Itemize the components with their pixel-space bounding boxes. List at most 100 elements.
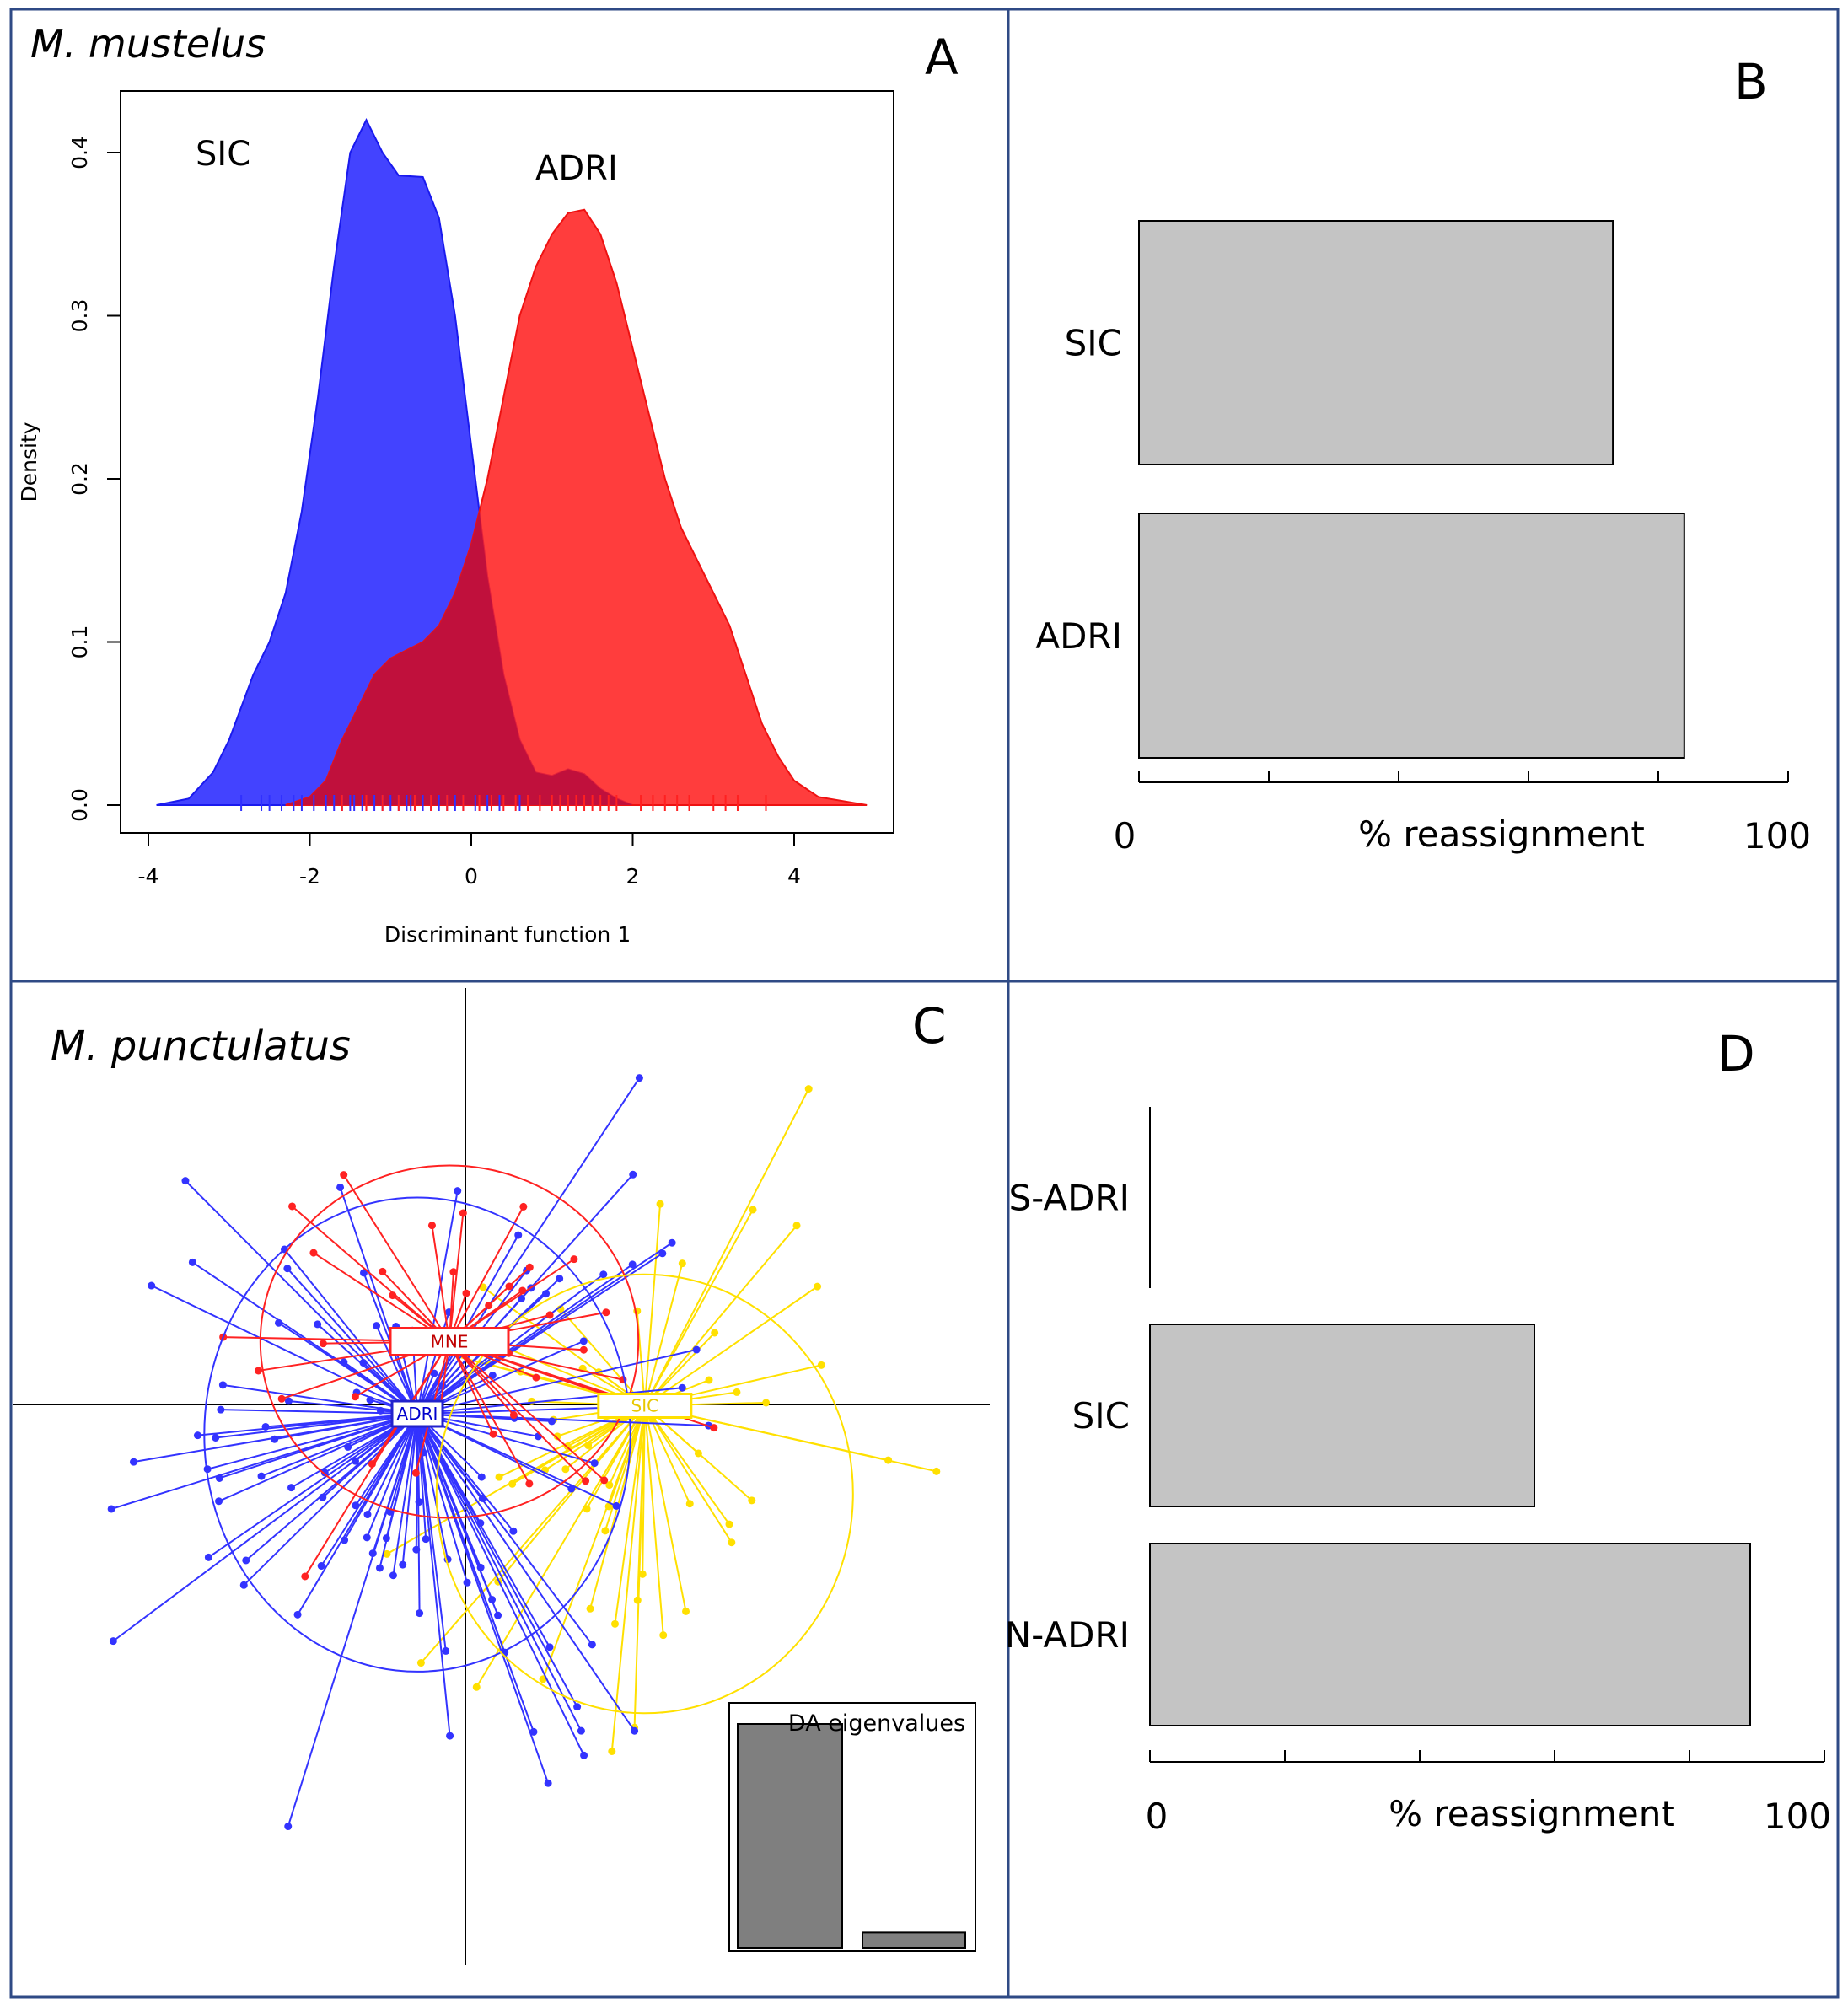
sic-segment-47 [644, 1225, 798, 1407]
adri-point-0 [529, 1727, 538, 1736]
sic-segment-18 [643, 1405, 687, 1612]
panel-d-frame [1007, 980, 1840, 1999]
sic-segment-45 [386, 1404, 646, 1555]
adri-point-48 [284, 1397, 293, 1405]
sic-point-40 [733, 1388, 741, 1396]
sic-point-48 [762, 1399, 771, 1407]
adri-point-2 [580, 1751, 588, 1759]
adri-point-65 [494, 1611, 502, 1619]
adri-point-55 [366, 1396, 374, 1404]
mne-point-21 [602, 1308, 610, 1317]
adri-point-57 [363, 1511, 372, 1519]
adri-segment-21 [416, 1413, 595, 1464]
sic-segment-32 [608, 1405, 646, 1486]
adri-point-12 [692, 1345, 701, 1354]
sic-point-23 [705, 1376, 713, 1384]
mne-label-box [389, 1327, 510, 1356]
mne-point-18 [525, 1479, 534, 1488]
adri-point-51 [612, 1501, 620, 1510]
sic-segment-13 [643, 1263, 684, 1406]
sic-segment-30 [610, 1405, 646, 1752]
mne-point-32 [277, 1394, 286, 1403]
adri-point-76 [188, 1258, 196, 1266]
adri-point-43 [442, 1646, 450, 1655]
mne-segment-37 [449, 1212, 465, 1342]
panel-a-letter: A [925, 29, 959, 86]
adri-point-98 [542, 1290, 551, 1298]
x-tick-label-100: 100 [1743, 815, 1811, 857]
mne-point-23 [368, 1460, 376, 1469]
adri-point-24 [375, 1564, 384, 1572]
adri-point-99 [430, 1369, 438, 1377]
sic-point-35 [749, 1206, 757, 1214]
mne-point-10 [570, 1255, 578, 1264]
mne-point-6 [379, 1267, 387, 1275]
adri-point-86 [376, 1406, 384, 1415]
adri-label-box [390, 1399, 444, 1428]
category-label-s-adri: S-ADRI [1008, 1178, 1130, 1219]
sic-point-10 [416, 1659, 425, 1667]
panel-c-letter: C [912, 997, 947, 1055]
panel-d-letter: D [1717, 1025, 1755, 1082]
adri-point-25 [284, 1823, 293, 1831]
adri-point-54 [217, 1405, 225, 1414]
sic-point-18 [682, 1607, 690, 1615]
adri-segment-12 [416, 1349, 697, 1415]
adri-segment-72 [197, 1413, 418, 1436]
adri-point-58 [212, 1433, 220, 1442]
sic-point-54 [814, 1282, 822, 1291]
adri-point-5 [573, 1703, 582, 1711]
sic-point-21 [884, 1456, 893, 1464]
mne-point-7 [600, 1476, 609, 1485]
y-tick-label-2: 0.2 [67, 462, 92, 496]
mne-point-16 [509, 1411, 518, 1420]
adri-segment-91 [416, 1413, 506, 1653]
adri-point-78 [668, 1238, 676, 1247]
adri-curve-label: ADRI [535, 149, 618, 188]
density-layer [156, 118, 868, 811]
adri-segment-33 [416, 1077, 641, 1415]
adri-segment-37 [392, 1413, 418, 1576]
mne-point-28 [710, 1424, 718, 1432]
panel-c-species-title: M. punctulatus [51, 1023, 351, 1070]
adri-point-59 [320, 1469, 329, 1477]
x-axis-label: Discriminant function 1 [384, 922, 631, 947]
sic-segment-54 [644, 1286, 819, 1407]
mne-point-2 [525, 1263, 534, 1271]
adri-point-68 [218, 1381, 227, 1389]
sic-curve-label: SIC [196, 135, 250, 174]
sic-point-15 [656, 1200, 664, 1208]
mne-point-37 [459, 1209, 467, 1217]
adri-segment-100 [401, 1413, 418, 1565]
adri-segment-34 [366, 1413, 418, 1538]
adri-point-79 [215, 1497, 223, 1506]
mne-segment-39 [449, 1340, 587, 1482]
category-label-adri: ADRI [1035, 615, 1122, 657]
adri-point-61 [599, 1270, 608, 1279]
adri-point-3 [577, 1726, 585, 1735]
x-tick-label-100: 100 [1764, 1796, 1831, 1837]
bars-d: S-ADRI SIC N-ADRI 0 100 [1005, 1107, 1831, 1837]
mne-point-35 [301, 1572, 309, 1581]
sic-segment-51 [614, 1405, 646, 1624]
sic-ellipse [435, 1273, 854, 1715]
adri-point-37 [389, 1571, 397, 1580]
adri-point-53 [509, 1527, 518, 1535]
adri-segment-82 [416, 1413, 427, 1539]
mne-point-1 [340, 1171, 348, 1179]
adri-point-72 [193, 1431, 201, 1440]
adri-segment-102 [218, 1413, 418, 1479]
sic-segment-14 [643, 1088, 810, 1406]
adri-point-70 [678, 1383, 686, 1392]
sic-label-box [597, 1393, 693, 1419]
sic-point-43 [817, 1361, 825, 1369]
mne-point-19 [319, 1340, 327, 1348]
adri-point-38 [257, 1472, 266, 1480]
sic-segment-44 [475, 1404, 646, 1688]
sic-point-28 [748, 1496, 756, 1505]
adri-point-89 [463, 1578, 471, 1587]
x-tick-label-0: 0 [1114, 815, 1136, 857]
sic-point-16 [586, 1604, 594, 1613]
x-tick-label-3: 2 [626, 864, 640, 889]
mne-point-22 [449, 1268, 458, 1276]
